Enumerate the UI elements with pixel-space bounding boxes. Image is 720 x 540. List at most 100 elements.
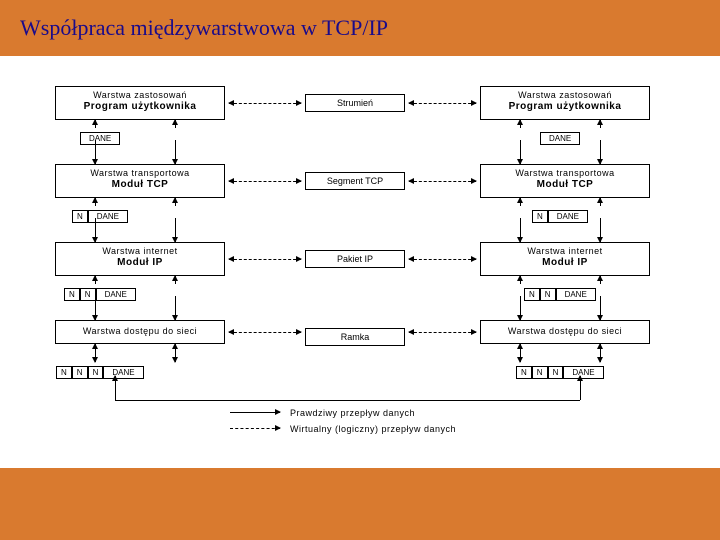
header-cell: N: [532, 366, 548, 379]
layer-label: Warstwa transportowa: [60, 168, 220, 178]
arrow-head-icon: [92, 357, 98, 363]
header-cell: N: [524, 288, 540, 301]
pdu-stream: Strumień: [305, 94, 405, 112]
arrow-head-icon: [296, 329, 302, 335]
layer-label: Warstwa internet: [485, 246, 645, 256]
pdu-packet: Pakiet IP: [305, 250, 405, 268]
data-row: NNNDANE: [56, 362, 144, 380]
diagram: Warstwa zastosowańProgram użytkownikaWar…: [0, 56, 720, 468]
virtual-flow: [229, 332, 301, 333]
layer-module: Moduł TCP: [485, 179, 645, 190]
virtual-flow: [409, 332, 476, 333]
data-row: NDANE: [532, 206, 588, 224]
layer-link: Warstwa dostępu do sieci: [55, 320, 225, 344]
arrow-head-icon: [172, 197, 178, 203]
arrow-head-icon: [172, 275, 178, 281]
layer-trans: Warstwa transportowaModuł TCP: [55, 164, 225, 198]
arrow-head-icon: [517, 237, 523, 243]
payload-cell: DANE: [556, 288, 596, 301]
arrow-head-icon: [172, 159, 178, 165]
virtual-flow: [229, 259, 301, 260]
arrow-head-icon: [597, 197, 603, 203]
arrow-head-icon: [92, 119, 98, 125]
arrow-head-icon: [408, 329, 414, 335]
layer-label: Warstwa internet: [60, 246, 220, 256]
layer-module: Moduł IP: [485, 257, 645, 268]
payload-cell: DANE: [88, 210, 128, 223]
arrow-head-icon: [517, 315, 523, 321]
arrow-head-icon: [228, 329, 234, 335]
virtual-flow: [230, 428, 280, 429]
arrow-head-icon: [112, 375, 118, 381]
layer-label: Warstwa zastosowań: [60, 90, 220, 100]
layer-label: Warstwa zastosowań: [485, 90, 645, 100]
header-cell: N: [548, 366, 564, 379]
real-flow: [115, 400, 580, 401]
arrow-head-icon: [471, 256, 477, 262]
arrow-head-icon: [471, 178, 477, 184]
layer-net: Warstwa internetModuł IP: [480, 242, 650, 276]
arrow-head-icon: [597, 315, 603, 321]
arrow-head-icon: [408, 100, 414, 106]
header-cell: N: [64, 288, 80, 301]
virtual-flow: [409, 259, 476, 260]
arrow-head-icon: [275, 409, 281, 415]
arrow-head-icon: [172, 119, 178, 125]
arrow-head-icon: [92, 275, 98, 281]
arrow-head-icon: [172, 357, 178, 363]
arrow-head-icon: [92, 343, 98, 349]
virtual-flow: [229, 181, 301, 182]
arrow-head-icon: [92, 315, 98, 321]
header-cell: N: [88, 366, 104, 379]
header-cell: N: [516, 366, 532, 379]
legend-virtual: Wirtualny (logiczny) przepływ danych: [290, 424, 456, 434]
header-cell: N: [56, 366, 72, 379]
arrow-head-icon: [228, 256, 234, 262]
title-bar: Współpraca międzywarstwowa w TCP/IP: [0, 0, 720, 56]
arrow-head-icon: [408, 256, 414, 262]
data-row: DANE: [80, 128, 120, 146]
arrow-head-icon: [471, 329, 477, 335]
footer-bar: [0, 468, 720, 540]
data-row: DANE: [540, 128, 580, 146]
layer-module: Moduł TCP: [60, 179, 220, 190]
payload-cell: DANE: [548, 210, 588, 223]
arrow-head-icon: [172, 343, 178, 349]
arrow-head-icon: [517, 197, 523, 203]
layer-module: Program użytkownika: [485, 101, 645, 112]
layer-label: Warstwa dostępu do sieci: [60, 326, 220, 336]
arrow-head-icon: [296, 178, 302, 184]
arrow-head-icon: [597, 119, 603, 125]
arrow-head-icon: [92, 237, 98, 243]
payload-cell: DANE: [540, 132, 580, 145]
arrow-head-icon: [517, 357, 523, 363]
virtual-flow: [409, 181, 476, 182]
arrow-head-icon: [228, 100, 234, 106]
legend-real: Prawdziwy przepływ danych: [290, 408, 415, 418]
arrow-head-icon: [172, 237, 178, 243]
arrow-head-icon: [597, 237, 603, 243]
header-cell: N: [72, 210, 88, 223]
arrow-head-icon: [517, 275, 523, 281]
layer-module: Program użytkownika: [60, 101, 220, 112]
pdu-frame: Ramka: [305, 328, 405, 346]
arrow-head-icon: [172, 315, 178, 321]
payload-cell: DANE: [563, 366, 603, 379]
arrow-head-icon: [597, 275, 603, 281]
payload-cell: DANE: [96, 288, 136, 301]
layer-label: Warstwa transportowa: [485, 168, 645, 178]
payload-cell: DANE: [103, 366, 143, 379]
arrow-head-icon: [296, 256, 302, 262]
layer-link: Warstwa dostępu do sieci: [480, 320, 650, 344]
arrow-head-icon: [228, 178, 234, 184]
layer-trans: Warstwa transportowaModuł TCP: [480, 164, 650, 198]
arrow-head-icon: [597, 357, 603, 363]
arrow-head-icon: [597, 159, 603, 165]
virtual-flow: [409, 103, 476, 104]
data-row: NNDANE: [64, 284, 136, 302]
virtual-flow: [229, 103, 301, 104]
arrow-head-icon: [275, 425, 281, 431]
header-cell: N: [72, 366, 88, 379]
arrow-head-icon: [408, 178, 414, 184]
arrow-head-icon: [92, 159, 98, 165]
